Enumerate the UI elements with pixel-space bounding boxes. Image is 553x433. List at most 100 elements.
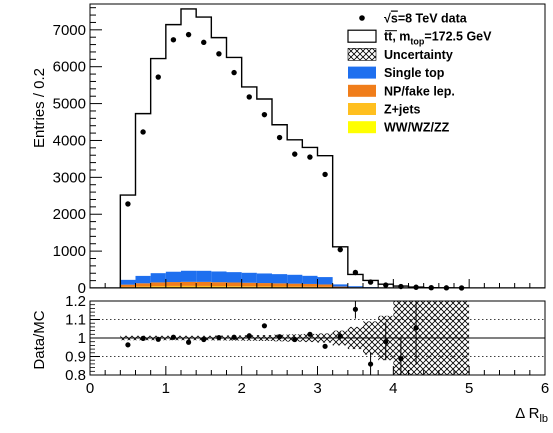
- data-point-12: [307, 154, 313, 160]
- legend-label-main: tt, m: [384, 30, 410, 44]
- legend-ttbar-box: [347, 29, 377, 43]
- data-point-7: [231, 69, 237, 76]
- bar-z-jets-1: [135, 286, 151, 288]
- x-tick-label-6: 6: [541, 380, 549, 397]
- bar-np-fake-lep--12: [302, 283, 318, 287]
- ratio-point-8: [246, 333, 252, 339]
- data-point-9: [261, 111, 268, 118]
- bar-z-jets-8: [241, 286, 257, 288]
- bar-single-top-1: [135, 275, 151, 284]
- data-point-13: [322, 171, 328, 178]
- ratio-point-15: [352, 306, 359, 312]
- bar-single-top-9: [256, 273, 272, 284]
- ratio-grid-lines: [90, 319, 545, 357]
- ratio-y-axis-title: Data/MC: [31, 310, 48, 369]
- bar-single-top-8: [241, 272, 257, 283]
- ttbar-step-histogram: [90, 8, 545, 288]
- ratio-point-3: [170, 334, 177, 340]
- y-tick-label-4000: 4000: [53, 132, 86, 149]
- ratio-y-tick-label-1.2: 1.2: [65, 293, 86, 310]
- data-point-15: [352, 269, 359, 276]
- ratio-point-5: [201, 336, 207, 343]
- legend-label-6: WW/WZ/ZZ: [384, 121, 450, 135]
- bar-np-fake-lep--13: [317, 284, 333, 287]
- bar-np-fake-lep--3: [165, 282, 181, 286]
- ratio-point-10: [276, 334, 283, 340]
- y-tick-label-3000: 3000: [53, 169, 86, 186]
- x-axis-title-main: Δ R: [515, 405, 539, 422]
- ratio-point-0: [125, 342, 131, 348]
- data-point-19: [413, 284, 419, 290]
- ratio-point-18: [398, 356, 404, 362]
- ratio-point-17: [383, 339, 389, 345]
- x-axis-title-sub: lb: [539, 413, 548, 425]
- main-frame: [89, 3, 546, 289]
- data-point-6: [216, 51, 222, 57]
- data-point-17: [383, 282, 389, 288]
- bar-z-jets-7: [226, 286, 242, 288]
- bar-np-fake-lep--11: [287, 283, 303, 287]
- bar-single-top-13: [317, 277, 333, 285]
- bar-single-top-0: [120, 279, 136, 285]
- bar-single-top-14: [332, 284, 348, 287]
- ratio-point-11: [292, 336, 298, 343]
- legend-swatch-4: [348, 84, 376, 97]
- data-point-4: [185, 31, 192, 38]
- ratio-point-14: [337, 333, 343, 339]
- bar-z-jets-3: [165, 285, 181, 288]
- legend-swatch-5: [348, 103, 376, 115]
- bar-np-fake-lep--7: [226, 282, 242, 287]
- bar-z-jets-4: [181, 285, 197, 288]
- bar-single-top-4: [181, 270, 197, 282]
- y-tick-label-1000: 1000: [53, 243, 86, 260]
- data-point-14: [337, 246, 343, 253]
- bar-z-jets-9: [256, 286, 272, 288]
- bar-single-top-2: [150, 273, 166, 283]
- data-point-3: [170, 37, 177, 43]
- bar-z-jets-11: [287, 286, 303, 288]
- ratio-point-2: [155, 336, 161, 342]
- legend-label-2: Uncertainty: [384, 48, 453, 62]
- bar-np-fake-lep--5: [196, 281, 212, 286]
- x-axis-title: Δ Rlb: [515, 405, 548, 425]
- bar-np-fake-lep--10: [272, 283, 288, 287]
- bar-single-top-15: [347, 286, 363, 288]
- bar-single-top-11: [287, 274, 303, 284]
- y-tick-label-6000: 6000: [53, 59, 86, 76]
- data-point-0: [125, 201, 131, 207]
- ratio-point-9: [261, 323, 268, 329]
- x-tick-label-1: 1: [162, 380, 170, 397]
- legend-swatch-3: [348, 66, 376, 79]
- x-tick-label-4: 4: [389, 380, 397, 397]
- ratio-point-13: [322, 343, 328, 349]
- ratio-point-12: [307, 331, 313, 337]
- main-x-axis: [89, 279, 546, 288]
- legend-data-marker: [359, 15, 365, 21]
- bar-np-fake-lep--0: [120, 284, 136, 287]
- ratio-point-4: [185, 339, 192, 345]
- ratio-y-tick-label-0.8: 0.8: [65, 367, 86, 384]
- bar-single-top-5: [196, 270, 212, 282]
- data-point-5: [201, 39, 207, 46]
- legend-label-5: Z+jets: [384, 103, 421, 117]
- bar-single-top-10: [272, 274, 288, 284]
- main-y-axis: 0 1000 2000 3000 4000 5000 6000 7000: [53, 7, 102, 297]
- ratio-y-tick-label-1.1: 1.1: [65, 312, 86, 329]
- bar-z-jets-10: [272, 286, 288, 288]
- y-tick-label-0: 0: [78, 280, 86, 297]
- bar-np-fake-lep--14: [332, 286, 348, 288]
- legend-label-rest: =172.5 GeV: [424, 30, 492, 44]
- legend-sqrt-arg: s: [391, 12, 398, 26]
- y-tick-label-2000: 2000: [53, 206, 86, 223]
- bar-np-fake-lep--4: [181, 281, 197, 286]
- ratio-point-7: [231, 334, 237, 340]
- data-point-8: [246, 94, 252, 100]
- y-tick-label-5000: 5000: [53, 96, 86, 113]
- ratio-point-19: [413, 325, 419, 331]
- bar-z-jets-2: [150, 286, 166, 288]
- legend-label-1: tt, mtop=172.5 GeV: [384, 30, 492, 47]
- ratio-point-6: [216, 335, 222, 341]
- main-y-axis-title: Entries / 0.2: [31, 68, 48, 148]
- legend-label-3: Single top: [384, 66, 445, 80]
